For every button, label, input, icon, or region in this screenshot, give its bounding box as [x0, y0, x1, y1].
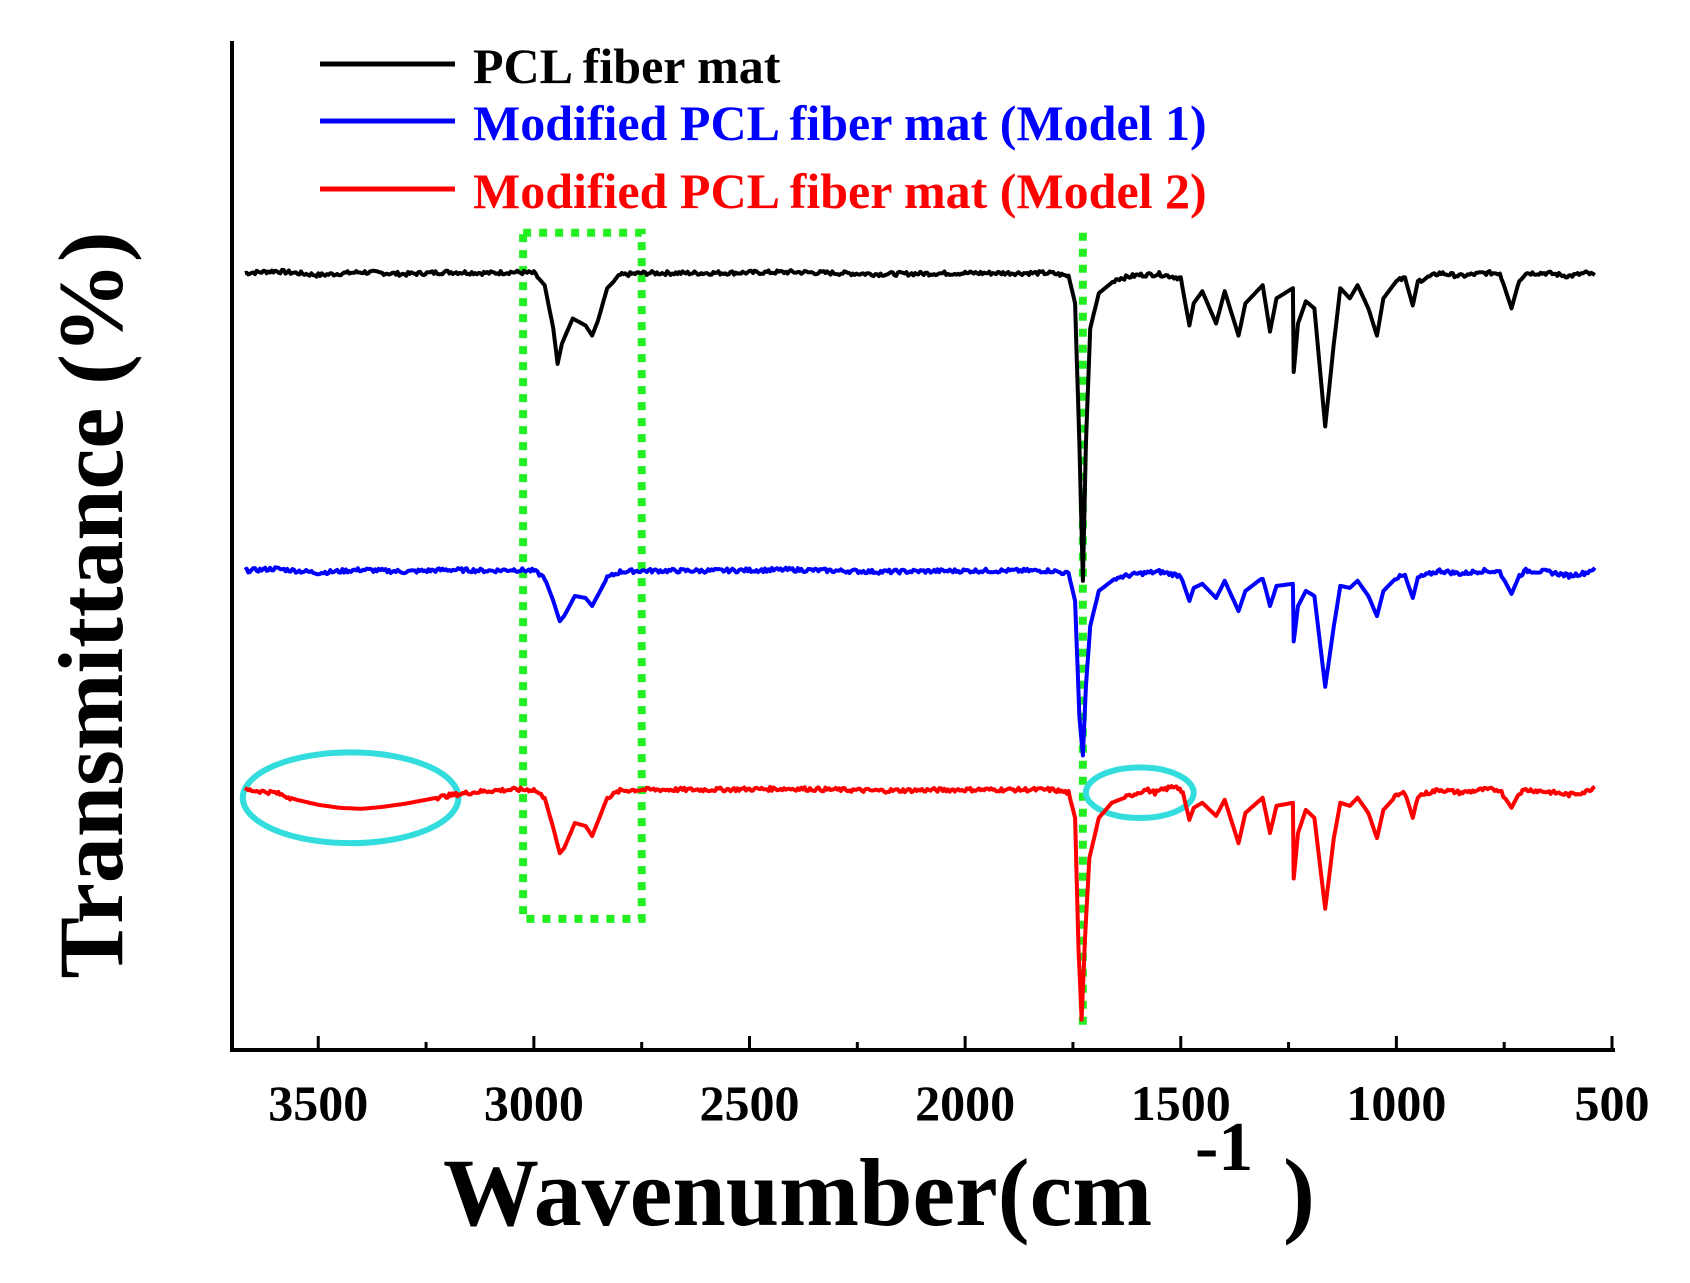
x-tick-label: 1000 — [1346, 1075, 1446, 1131]
x-axis-title-superscript: -1 — [1195, 1109, 1253, 1186]
x-tick-label: 2500 — [700, 1075, 800, 1131]
annotation-dotted-box — [519, 228, 646, 923]
y-axis-title: Transmittance (%) — [40, 232, 142, 979]
x-tick-label: 500 — [1575, 1075, 1650, 1131]
annotation-ellipse — [239, 749, 462, 847]
x-tick-label: 1500 — [1131, 1075, 1231, 1131]
annotation-layer — [239, 228, 1197, 1030]
series-line-2 — [243, 784, 1596, 1022]
x-axis-title-main: Wavenumber(cm — [443, 1139, 1152, 1246]
x-axis-title: Wavenumber(cm -1 ) — [443, 1109, 1315, 1246]
legend-label-pcl: PCL fiber mat — [473, 38, 781, 94]
legend-label-model-1: Modified PCL fiber mat (Model 1) — [473, 95, 1207, 151]
x-axis-tick-labels: 3500 3000 2500 2000 1500 1000 500 — [268, 1075, 1649, 1131]
series-line-0 — [244, 267, 1596, 583]
legend-label-model-2: Modified PCL fiber mat (Model 2) — [473, 163, 1207, 219]
x-tick-label: 3000 — [484, 1075, 584, 1131]
annotation-ellipse — [1082, 764, 1197, 821]
legend: PCL fiber mat Modified PCL fiber mat (Mo… — [320, 38, 1207, 219]
x-tick-label: 2000 — [915, 1075, 1015, 1131]
series-layer — [243, 267, 1597, 1022]
series-line-1 — [243, 565, 1597, 758]
x-tick-label: 3500 — [268, 1075, 368, 1131]
x-axis-title-close: ) — [1283, 1139, 1315, 1246]
x-axis-ticks — [316, 1036, 1614, 1050]
